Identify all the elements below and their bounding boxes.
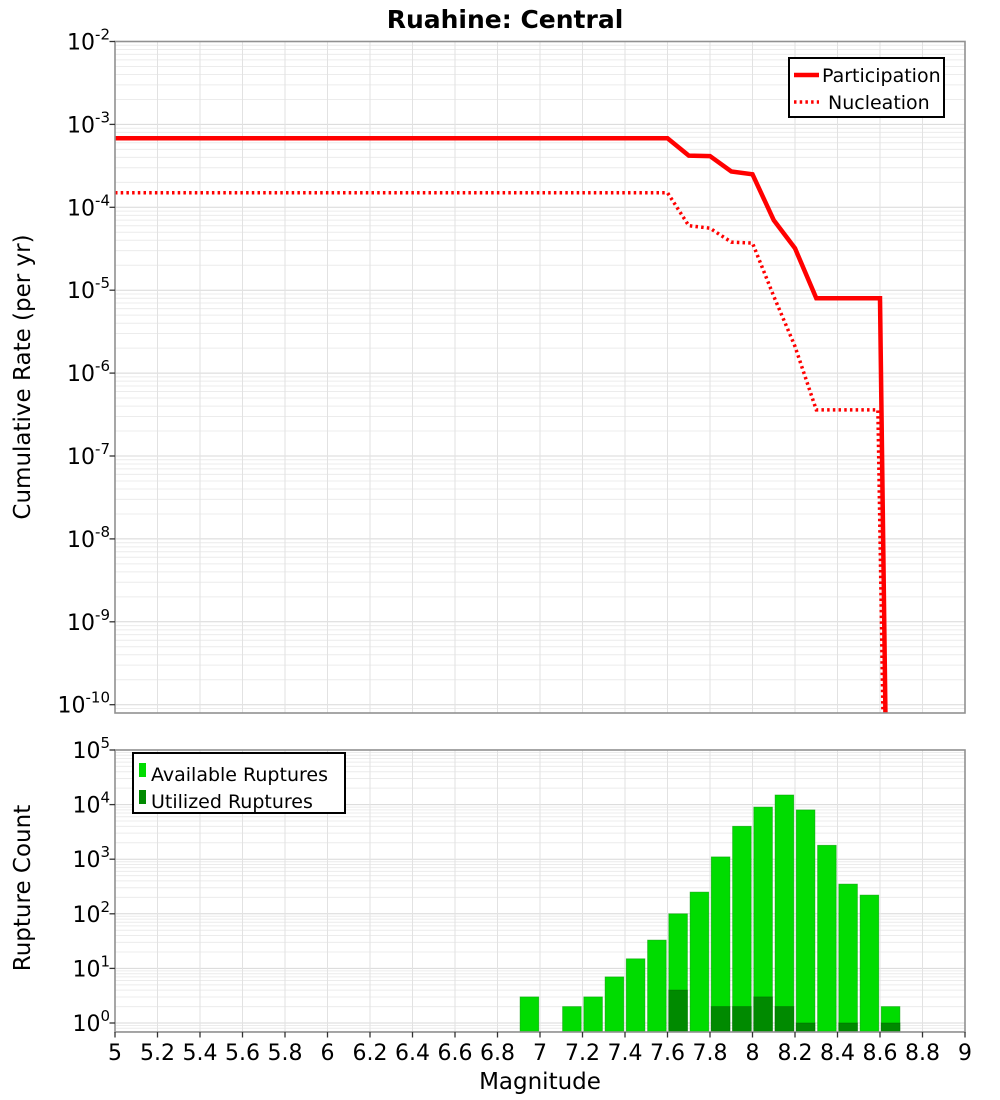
available-bar <box>838 883 858 1032</box>
y-tick-label: 105 <box>72 734 110 764</box>
x-tick-label: 7.6 <box>650 1041 685 1066</box>
x-axis-label: Magnitude <box>479 1069 601 1095</box>
y-tick-label: 10-6 <box>67 357 110 387</box>
x-tick-label: 6.8 <box>480 1041 515 1066</box>
y-tick-label: 102 <box>72 898 110 928</box>
x-tick-label: 8.6 <box>863 1041 898 1066</box>
y-tick-label: 10-8 <box>67 523 110 553</box>
utilized-swatch <box>139 790 146 804</box>
available-bar <box>732 825 752 1032</box>
available-bar <box>562 1006 582 1032</box>
available-bar <box>519 996 540 1032</box>
participation-line <box>115 136 888 713</box>
bottom-y-axis-label: Rupture Count <box>10 805 36 971</box>
x-tick-label: 5.2 <box>140 1041 175 1066</box>
available-bar <box>647 939 667 1032</box>
legend-ruptures-box <box>132 752 346 814</box>
rupture-bars <box>519 794 901 1032</box>
legend-ruptures: Available Ruptures Utilized Ruptures <box>132 752 346 814</box>
y-tick-label: 10-9 <box>67 606 110 636</box>
x-tick-label: 6.2 <box>353 1041 388 1066</box>
available-bar <box>625 958 646 1032</box>
legend-participation-label: Participation <box>822 65 941 87</box>
chart-title: Ruahine: Central <box>387 5 624 34</box>
x-tick-label: 6 <box>321 1041 335 1066</box>
y-tick-label: 101 <box>72 952 110 982</box>
available-bar <box>583 996 603 1032</box>
utilized-bar <box>880 1022 901 1032</box>
rate-lines <box>115 136 888 713</box>
utilized-bar <box>710 1006 731 1032</box>
y-tick-label: 103 <box>72 843 110 873</box>
x-tick-label: 8 <box>746 1041 760 1066</box>
y-tick-label: 10-3 <box>67 108 110 138</box>
bottom-plot: 105 104 103 102 101 100 5 5.2 5.4 5.6 5.8 6 6.2 6.4 6.… <box>72 734 972 1066</box>
x-tick-label: 6.4 <box>395 1041 430 1066</box>
y-tick-label: 10-7 <box>67 440 110 470</box>
top-plot: 10-2 10-3 10-4 10-5 10-6 10-7 10-8 10-9 10-10 <box>58 26 966 719</box>
x-tick-label: 7.8 <box>693 1041 728 1066</box>
available-bar <box>859 894 880 1032</box>
y-tick-label: 10-10 <box>58 689 111 719</box>
available-bar <box>710 856 731 1032</box>
x-tick-label: 8.2 <box>778 1041 813 1066</box>
available-bar <box>604 976 625 1032</box>
y-tick-label: 10-2 <box>67 26 110 56</box>
x-tick-label: 5.8 <box>268 1041 303 1066</box>
y-tick-label: 104 <box>72 789 110 819</box>
utilized-bar <box>668 989 688 1032</box>
legend-available-label: Available Ruptures <box>151 764 328 786</box>
available-bar <box>689 891 710 1032</box>
x-tick-label: 9 <box>958 1041 972 1066</box>
x-tick-label: 5.4 <box>183 1041 218 1066</box>
y-tick-label: 10-4 <box>67 191 110 221</box>
x-tick-label: 6.6 <box>438 1041 473 1066</box>
plot-frame <box>114 40 966 714</box>
nucleation-line <box>115 190 885 713</box>
legend-nucleation-label: Nucleation <box>828 92 930 114</box>
legend-utilized-label: Utilized Ruptures <box>151 791 313 813</box>
utilized-bar <box>732 1006 752 1032</box>
y-tick-label: 10-5 <box>67 274 110 304</box>
available-swatch <box>139 763 146 777</box>
available-bar <box>817 844 837 1032</box>
x-tick-label: 8.8 <box>905 1041 940 1066</box>
y-tick-label: 100 <box>72 1007 110 1037</box>
legend-rates: Participation Nucleation <box>788 57 945 118</box>
x-tick-label: 7.4 <box>608 1041 643 1066</box>
x-tick-label: 7.2 <box>565 1041 600 1066</box>
utilized-bar <box>838 1022 858 1032</box>
x-tick-label: 8.4 <box>820 1041 855 1066</box>
x-tick-label: 7 <box>533 1041 547 1066</box>
utilized-bar <box>774 1006 795 1032</box>
x-tick-label: 5.6 <box>225 1041 260 1066</box>
available-bar <box>774 794 795 1032</box>
available-bar <box>795 809 816 1032</box>
x-tick-label: 5 <box>108 1041 122 1066</box>
top-y-axis-label: Cumulative Rate (per yr) <box>10 234 36 519</box>
legend-rates-box <box>788 57 945 118</box>
utilized-bar <box>795 1022 816 1032</box>
utilized-bar <box>753 996 773 1032</box>
